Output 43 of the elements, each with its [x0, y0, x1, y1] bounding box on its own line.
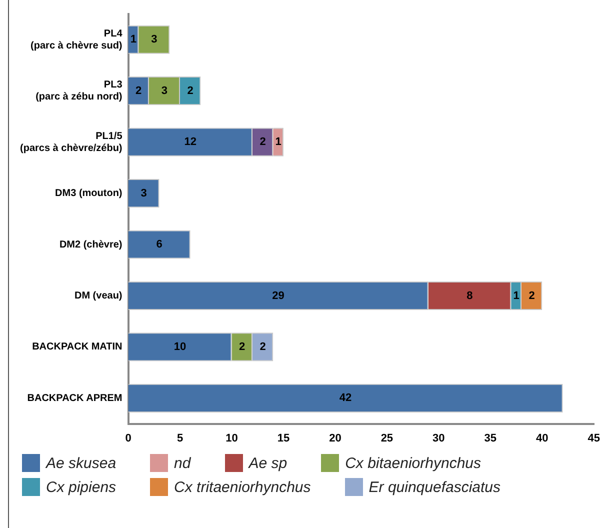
legend-label: Cx bitaeniorhynchus	[345, 454, 482, 472]
legend-label: Ae sp	[248, 454, 288, 472]
data-label: 29	[272, 290, 284, 302]
data-label: 2	[239, 340, 246, 353]
x-tick-label: 20	[329, 432, 342, 444]
y-tick-label: BACKPACK MATIN	[32, 342, 122, 353]
data-label: 2	[260, 340, 266, 353]
legend-label: Ae skusea	[46, 454, 116, 472]
y-tick-label: PL4 (parc à chèvre sud)	[30, 28, 123, 52]
x-tick-label: 35	[484, 432, 497, 444]
data-label: 3	[151, 34, 158, 46]
data-label: 1	[513, 290, 520, 302]
legend-label: nd	[174, 454, 191, 472]
legend-label: Cx pipiens	[46, 478, 116, 496]
data-label: 12	[184, 136, 196, 148]
data-label: 2	[260, 136, 266, 148]
data-label: 6	[156, 238, 162, 251]
x-tick-label: 40	[536, 432, 548, 444]
x-tick-label: 5	[176, 432, 184, 444]
legend-label: Cx tritaeniorhynchus	[174, 478, 311, 496]
x-tick-label: 30	[432, 432, 445, 444]
y-tick-label: BACKPACK APREM	[27, 392, 122, 404]
data-label: 42	[339, 392, 352, 404]
x-tick-label: 0	[125, 432, 132, 444]
x-tick-label: 25	[380, 432, 394, 444]
legend-label: Er quinquefasciatus	[368, 478, 501, 496]
data-label: 8	[466, 290, 473, 302]
y-tick-label: DM3 (mouton)	[55, 188, 122, 200]
x-tick-label: 15	[277, 432, 290, 444]
data-label: 3	[140, 187, 147, 200]
y-tick-label: DM2 (chèvre)	[59, 239, 122, 250]
x-tick-label: 10	[226, 432, 238, 444]
data-label: 10	[174, 340, 186, 353]
y-tick-label: DM (veau)	[74, 290, 122, 302]
x-tick-label: 45	[588, 432, 600, 444]
data-label: 3	[161, 84, 168, 97]
data-label: 2	[187, 84, 194, 97]
data-label: 1	[275, 136, 282, 148]
data-label: 2	[528, 290, 535, 302]
y-tick-label: PL1/5 (parcs à chèvre/zébu)	[20, 130, 123, 154]
data-label: 2	[136, 84, 142, 97]
y-tick-label: PL3 (parc à zébu nord)	[36, 80, 123, 103]
data-label: 1	[130, 34, 136, 46]
